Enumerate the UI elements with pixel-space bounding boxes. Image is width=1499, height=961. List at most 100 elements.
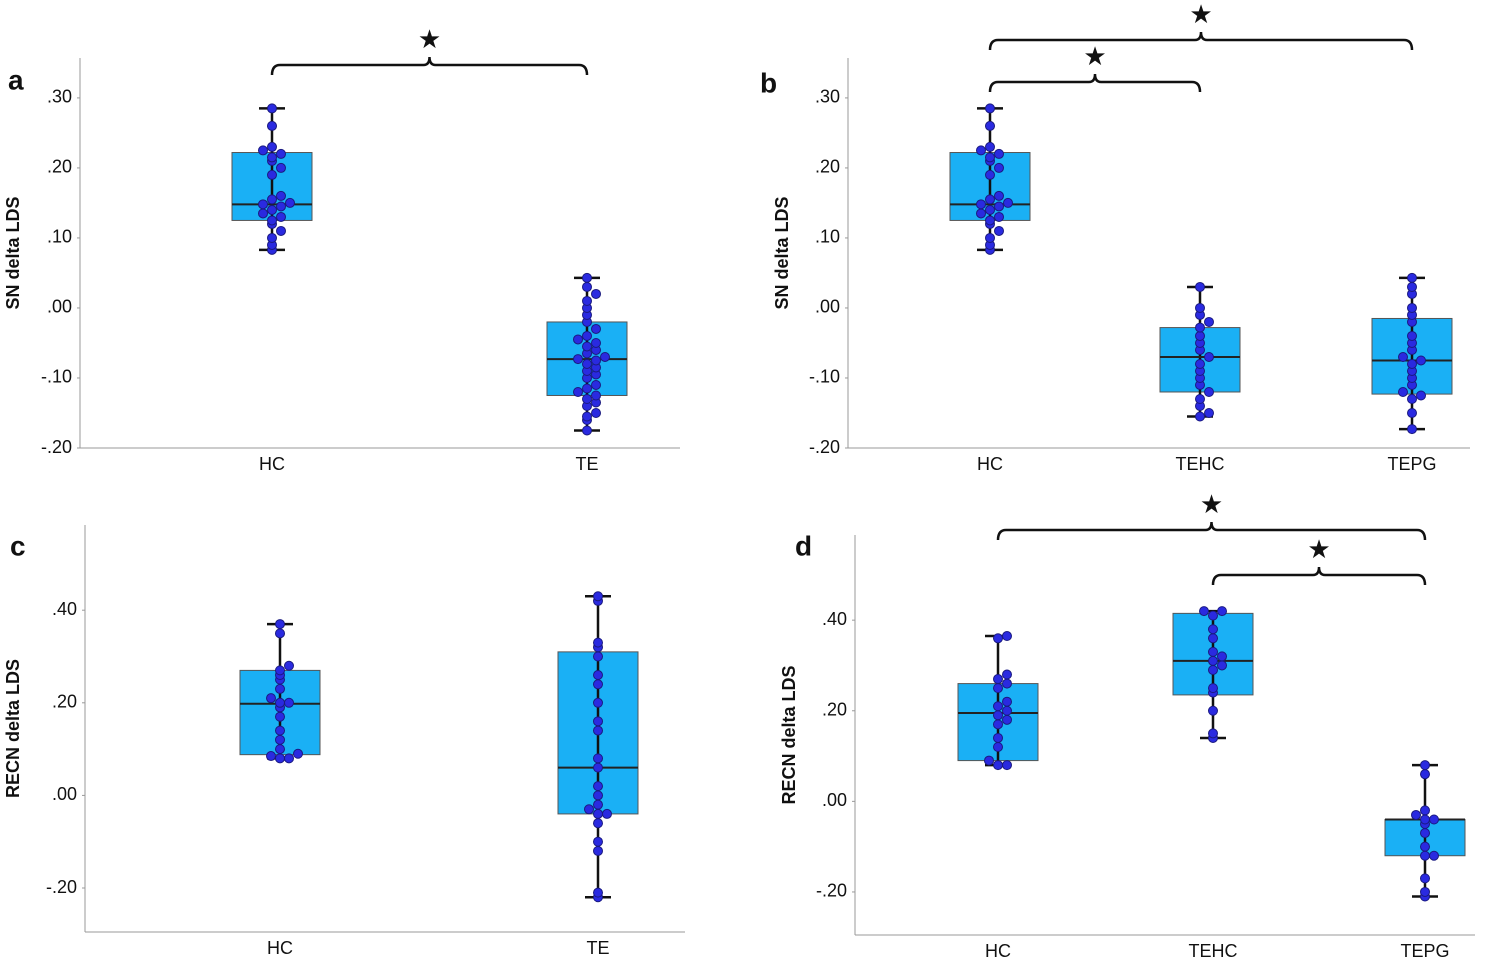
data-point xyxy=(1429,850,1439,861)
data-point xyxy=(1195,358,1205,369)
significance-star: ★ xyxy=(418,24,441,54)
y-axis-label: SN delta LDS xyxy=(772,196,792,309)
data-point xyxy=(985,204,995,215)
data-point xyxy=(985,120,995,131)
data-point xyxy=(993,633,1003,644)
data-point xyxy=(275,725,285,736)
y-tick-label: -.20 xyxy=(809,437,840,457)
data-point xyxy=(1208,624,1218,635)
data-point xyxy=(1407,393,1417,404)
data-point xyxy=(600,351,610,362)
y-tick-label: -.10 xyxy=(809,367,840,387)
data-point xyxy=(994,162,1004,173)
x-tick-label: TE xyxy=(575,454,598,474)
significance-star: ★ xyxy=(1083,41,1106,71)
data-point xyxy=(267,194,277,205)
data-point xyxy=(284,660,294,671)
y-tick-label: .10 xyxy=(47,227,72,247)
data-point xyxy=(275,628,285,639)
x-tick-label: HC xyxy=(977,454,1003,474)
data-point xyxy=(1420,769,1430,780)
data-point xyxy=(593,836,603,847)
y-tick-label: .00 xyxy=(52,784,77,804)
data-point xyxy=(1195,281,1205,292)
panel-label: b xyxy=(760,67,777,98)
data-point xyxy=(993,719,1003,730)
data-point xyxy=(985,141,995,152)
data-point xyxy=(1195,411,1205,422)
data-point xyxy=(1407,302,1417,313)
data-point xyxy=(582,411,592,422)
data-point xyxy=(1204,407,1214,418)
data-point xyxy=(993,710,1003,721)
data-point xyxy=(593,887,603,898)
y-tick-label: .40 xyxy=(822,609,847,629)
data-point xyxy=(1398,386,1408,397)
y-tick-label: .00 xyxy=(822,790,847,810)
data-point xyxy=(266,693,276,704)
data-point xyxy=(573,386,583,397)
data-point xyxy=(591,355,601,366)
data-point xyxy=(582,272,592,283)
data-point xyxy=(1195,330,1205,341)
data-point xyxy=(1195,393,1205,404)
data-point xyxy=(1420,841,1430,852)
data-point xyxy=(993,701,1003,712)
data-point xyxy=(1398,351,1408,362)
data-point xyxy=(994,148,1004,159)
panel-label: c xyxy=(10,530,26,561)
data-point xyxy=(285,197,295,208)
data-point xyxy=(276,148,286,159)
data-point xyxy=(993,674,1003,685)
data-point xyxy=(275,619,285,630)
data-point xyxy=(994,211,1004,222)
data-point xyxy=(593,808,603,819)
y-tick-label: .30 xyxy=(815,87,840,107)
y-tick-label: .00 xyxy=(47,297,72,317)
x-tick-label: HC xyxy=(985,941,1011,961)
y-tick-label: -.20 xyxy=(41,437,72,457)
data-point xyxy=(275,665,285,676)
data-point xyxy=(591,379,601,390)
data-point xyxy=(1208,705,1218,716)
x-tick-label: TE xyxy=(586,938,609,958)
x-tick-label: TEHC xyxy=(1176,454,1225,474)
x-tick-label: HC xyxy=(267,938,293,958)
data-point xyxy=(1416,355,1426,366)
y-tick-label: -.10 xyxy=(41,367,72,387)
data-point xyxy=(1217,606,1227,617)
data-point xyxy=(1420,814,1430,825)
data-point xyxy=(582,281,592,292)
data-point xyxy=(985,194,995,205)
data-point xyxy=(976,145,986,156)
significance-star: ★ xyxy=(1307,534,1330,564)
data-point xyxy=(976,199,986,210)
data-point xyxy=(284,753,294,764)
significance-bracket xyxy=(270,56,589,76)
data-point xyxy=(266,751,276,762)
data-point xyxy=(1420,886,1430,897)
data-point xyxy=(1217,660,1227,671)
data-point xyxy=(602,808,612,819)
data-point xyxy=(591,323,601,334)
data-point xyxy=(1217,651,1227,662)
data-point xyxy=(1002,678,1012,689)
y-axis-label: RECN delta LDS xyxy=(3,659,23,798)
y-tick-label: .40 xyxy=(52,599,77,619)
data-point xyxy=(1002,705,1012,716)
data-point xyxy=(593,670,603,681)
data-point xyxy=(593,799,603,810)
x-tick-label: TEPG xyxy=(1400,941,1449,961)
data-point xyxy=(593,762,603,773)
y-axis-label: SN delta LDS xyxy=(3,196,23,309)
data-point xyxy=(593,790,603,801)
data-point xyxy=(985,103,995,114)
significance-bracket xyxy=(1211,566,1427,586)
data-point xyxy=(593,753,603,764)
data-point xyxy=(267,120,277,131)
x-tick-label: TEHC xyxy=(1189,941,1238,961)
data-point xyxy=(591,407,601,418)
data-point xyxy=(276,225,286,236)
data-point xyxy=(1204,386,1214,397)
data-point xyxy=(593,845,603,856)
